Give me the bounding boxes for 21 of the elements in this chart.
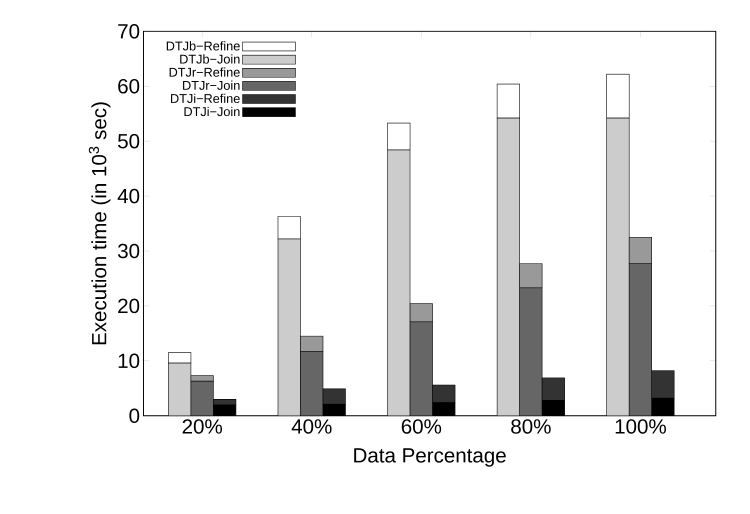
legend-label: DTJr−Refine bbox=[170, 68, 240, 77]
x-axis-title: Data Percentage bbox=[354, 448, 506, 467]
y-tick-label: 0 bbox=[129, 408, 140, 424]
y-axis-title: Execution time (in 10$^{3}$ sec) bbox=[88, 102, 110, 344]
y-tick-label: 60 bbox=[118, 79, 140, 94]
x-tick-label: 100% bbox=[616, 419, 666, 434]
y-tick-label: 30 bbox=[118, 244, 140, 258]
y-tick-label: 20 bbox=[118, 298, 140, 314]
legend-label: DTJb−Join bbox=[180, 54, 240, 64]
y-tick-label: 50 bbox=[118, 134, 140, 149]
y-tick-label: 70 bbox=[118, 24, 140, 39]
y-tick-label: 40 bbox=[118, 189, 140, 204]
legend-label: DTJb−Refine bbox=[166, 41, 240, 51]
legend-label: DTJi−Join bbox=[184, 107, 240, 116]
x-tick-label: 80% bbox=[511, 419, 551, 434]
x-tick-label: 60% bbox=[402, 419, 442, 434]
x-tick-label: 20% bbox=[182, 419, 222, 434]
x-tick-label: 40% bbox=[292, 419, 332, 434]
y-tick-label: 10 bbox=[118, 354, 140, 368]
legend-label: DTJi−Refine bbox=[171, 94, 240, 104]
legend-label: DTJr−Join bbox=[183, 80, 240, 90]
